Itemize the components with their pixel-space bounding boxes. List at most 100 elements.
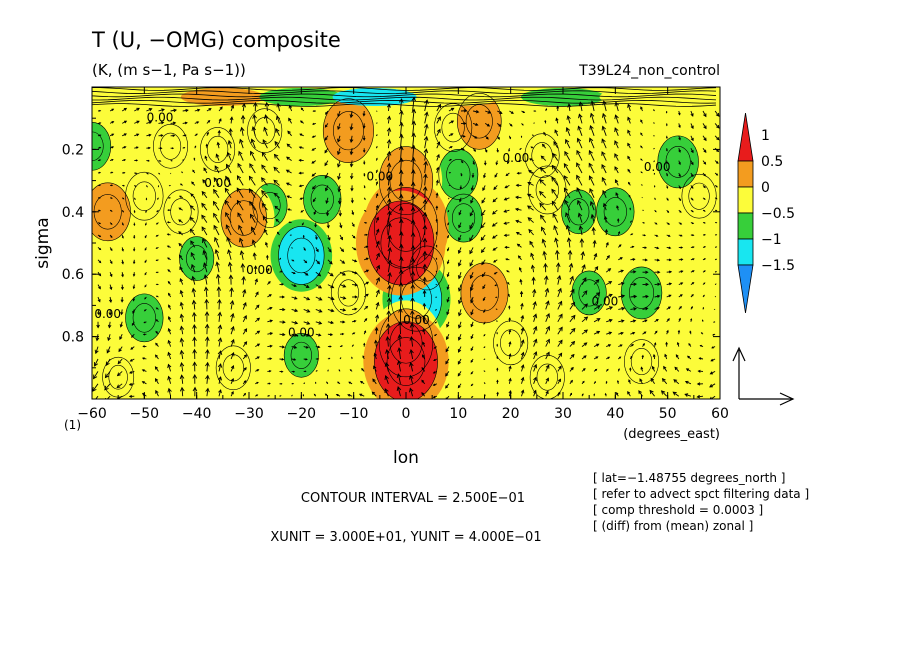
vector-head (496, 331, 498, 334)
vector-head (619, 356, 622, 359)
vector-head (696, 394, 701, 399)
vector-head (571, 340, 576, 345)
vector-head (680, 294, 683, 297)
vector-head (396, 386, 402, 391)
vector-head (143, 321, 146, 324)
vector-head (541, 226, 546, 232)
vector-shaft (436, 104, 441, 112)
vector-shaft (576, 187, 583, 199)
contour-line (389, 159, 423, 202)
vector-head (565, 138, 570, 144)
vector-shaft (387, 104, 390, 112)
vector-shaft (481, 247, 486, 253)
vector-head (651, 365, 655, 370)
vector-head (470, 372, 473, 375)
vector-head (631, 343, 634, 347)
vector-head (480, 249, 485, 254)
vector-head (214, 249, 220, 254)
vector-shaft (387, 175, 390, 186)
vector-head (316, 370, 318, 372)
vector-head (691, 186, 694, 189)
vector-head (545, 364, 550, 369)
vector-shaft (218, 363, 222, 372)
vector-shaft (539, 191, 547, 199)
vector-head (515, 219, 519, 224)
vector-head (330, 320, 334, 325)
vector-shaft (601, 138, 607, 149)
vector-head (387, 210, 392, 216)
contour-fill (530, 355, 565, 399)
vector-head (318, 309, 323, 313)
vector-head (159, 160, 162, 162)
vector-head (213, 212, 218, 218)
vector-head (506, 270, 509, 273)
vector-head (638, 390, 642, 395)
vector-head (642, 343, 645, 346)
x-tick-label: −40 (182, 406, 212, 422)
vector-head (338, 212, 342, 217)
vector-head (317, 272, 322, 277)
contour-line (303, 175, 342, 224)
vector-head (398, 269, 404, 274)
vector-head (602, 202, 607, 208)
vector-head (363, 330, 367, 333)
vector-head (596, 305, 601, 309)
vector-head (627, 129, 631, 134)
vector-head (653, 109, 655, 111)
vector-head (144, 260, 147, 264)
vector-head (304, 260, 308, 264)
vector-head (217, 350, 223, 355)
vector-head (446, 324, 450, 328)
vector-head (302, 393, 305, 396)
vector-head (678, 112, 681, 116)
vector-shaft (262, 216, 268, 223)
vector-head (181, 171, 183, 173)
vector-head (522, 110, 526, 114)
vector-head (516, 243, 521, 247)
colorbar-tick-label: 0.5 (761, 154, 783, 170)
vector-head (155, 283, 158, 286)
top-band-line (92, 99, 717, 104)
vector-head (179, 337, 185, 343)
vector-shaft (117, 358, 123, 364)
vector-head (264, 101, 270, 107)
vector-head (588, 137, 594, 143)
vector-shaft (412, 109, 415, 124)
vector-head (503, 209, 507, 213)
contour-fill (284, 333, 319, 378)
vector-head (250, 138, 256, 144)
wind-vectors (92, 96, 720, 399)
vector-head (445, 397, 449, 399)
vector-head (324, 187, 329, 192)
vector-shaft (515, 208, 522, 211)
vector-head (285, 169, 290, 173)
vector-head (262, 139, 267, 144)
vector-shaft (702, 110, 707, 117)
contour-line (688, 182, 710, 210)
vector-head (543, 275, 549, 281)
vector-head (201, 190, 206, 196)
vector-head (422, 224, 428, 230)
vector-shaft (249, 163, 256, 174)
vector-shaft (192, 276, 196, 285)
vector-shaft (615, 115, 619, 124)
vector-head (458, 212, 462, 216)
vector-head (653, 185, 656, 188)
vector-head (533, 389, 537, 394)
vector-shaft (564, 151, 571, 161)
vector-head (553, 224, 558, 230)
vector-head (324, 150, 328, 154)
vector-head (134, 185, 137, 187)
vector-shaft (274, 192, 280, 199)
vector-head (680, 270, 684, 273)
vector-head (336, 151, 341, 156)
vector-head (434, 321, 437, 324)
vector-shaft (387, 235, 391, 248)
vector-shaft (230, 352, 235, 360)
vector-head (554, 129, 558, 134)
vector-head (193, 157, 196, 160)
vector-head (236, 187, 241, 193)
vector-head (656, 246, 660, 250)
vector-head (111, 184, 114, 187)
vector-head (352, 344, 354, 347)
